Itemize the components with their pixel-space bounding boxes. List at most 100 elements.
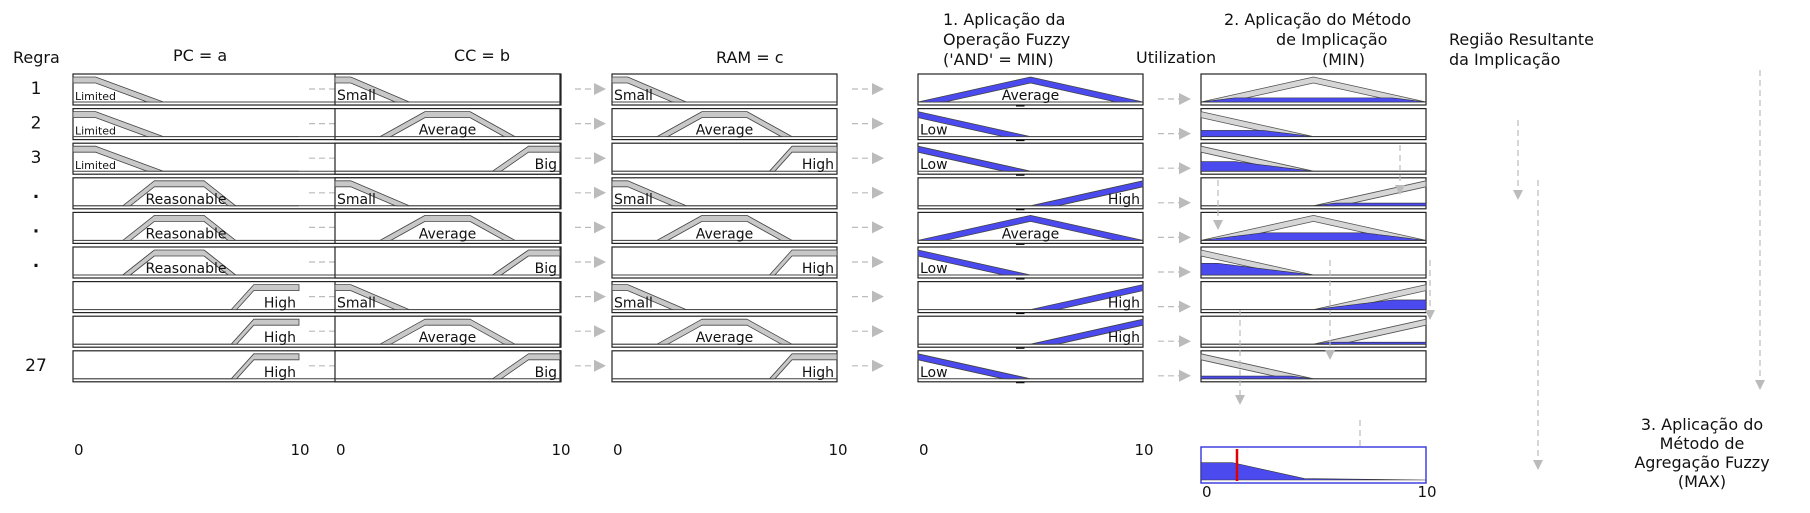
utilization-mf-shape [917,353,1143,380]
ram-mf-label: Average [696,226,754,242]
utilization-mf-shape [917,145,1143,172]
header-step2-line: (MIN) [1322,50,1365,69]
cc-mf-label: Small [337,296,376,312]
region-clipped-area [1200,263,1426,276]
rule-number: 2 [31,114,42,134]
header-ram: RAM = c [716,48,784,67]
cc-mf-label: Small [337,88,376,104]
implication-arrow-head [1179,335,1191,348]
pc-mf-shape [72,145,299,172]
utilization-mf-label: High [1108,192,1140,208]
utilization-mf-shape [917,214,1144,241]
region-clipped-area [1200,130,1426,137]
aggregation-arrow-head [1755,380,1765,390]
aggregation-arrow-head [1325,350,1335,360]
ram-mf-shape [612,318,837,345]
pc-mf-shape [73,249,299,276]
implication-arrow-head [1179,127,1191,140]
cc-mf-label: Big [535,365,557,381]
cc-mf-shape [335,111,560,137]
utilization-mf-label: High [1108,330,1140,346]
cc-mf-label: Average [419,226,477,242]
ram-mf-shape [612,249,838,276]
header-step1-line: ('AND' = MIN) [943,50,1054,69]
aggregation-area [1200,462,1427,481]
utilization-mf-label: Low [920,261,948,277]
cc-to-ram-arrow-head [594,117,606,130]
cc-to-ram-arrow-head [594,290,606,303]
pc-mf-shape [73,180,299,207]
rule-number: . [33,183,39,203]
header-step1-line: Operação Fuzzy [943,30,1070,49]
region-clipped-area [1201,202,1427,207]
rule-number: 3 [31,148,42,168]
ram-to-min-arrow-head [872,152,884,165]
region-clipped-area [1200,375,1426,380]
pc-mf-label: High [264,330,296,346]
axis-max-label: 10 [828,441,847,459]
cc-mf-label: Average [419,123,477,139]
axis-max-label: 10 [1134,441,1153,459]
aggregation-arrow-head [1213,220,1223,230]
pc-mf-label: Reasonable [146,192,227,208]
pc-mf-label: Limited [75,90,116,103]
ram-to-min-arrow-head [872,117,884,130]
pc-mf-shape [72,111,299,137]
cc-to-ram-arrow-head [594,256,606,268]
cc-mf-box [334,211,561,244]
header-cc: CC = b [454,46,510,65]
ram-to-min-arrow-head [872,83,884,95]
ram-mf-label: Average [696,330,754,346]
region-clipped-area [1200,232,1427,241]
region-clipped-area [1201,341,1427,345]
ram-mf-shape [612,215,837,241]
header-step2-line: de Implicação [1276,30,1387,49]
pc-mf-label: Reasonable [146,261,227,277]
header-step3-line: Método de [1660,434,1745,453]
cc-mf-label: Average [419,330,477,346]
utilization-mf-label: Average [1002,226,1060,242]
cc-to-ram-arrow-head [594,359,606,372]
rule-number: 27 [25,356,47,376]
ram-mf-label: Small [614,296,653,312]
ram-to-min-arrow-head [872,290,884,303]
pc-mf-shape [72,76,299,103]
axis-min-label: 0 [74,441,84,459]
utilization-mf-shape [917,76,1144,103]
header-utilization: Utilization [1136,48,1216,67]
axis-min-label: 0 [919,441,929,459]
ram-mf-shape [612,145,838,172]
axis-max-label: 10 [290,441,309,459]
cc-mf-box [334,350,561,383]
ram-to-min-arrow-head [872,221,884,234]
pc-mf-shape [73,284,300,310]
header-rule: Regra [13,48,60,67]
aggregation-arrow-head [1533,460,1543,470]
cc-mf-box [334,246,561,279]
implication-arrow-head [1179,300,1191,313]
pc-mf-shape [73,353,300,380]
region-clipped-area [1200,97,1427,103]
cc-to-ram-arrow-head [594,325,606,338]
cc-mf-shape [335,145,561,172]
ram-to-min-arrow-head [872,186,884,199]
header-step2-line: 2. Aplicação do Método [1224,10,1411,29]
cc-to-ram-arrow-head [594,152,606,165]
axis-min-label: 0 [1202,483,1212,501]
utilization-mf-shape [917,249,1143,276]
cc-mf-label: Big [535,157,557,173]
axis-min-label: 0 [336,441,346,459]
pc-mf-label: Limited [75,125,116,138]
implication-arrow-head [1179,93,1191,105]
axis-max-label: 10 [1417,483,1436,501]
pc-mf-label: High [264,296,296,312]
ram-mf-shape [611,76,837,103]
ram-mf-label: Small [614,192,653,208]
header-region-line: da Implicação [1449,50,1560,69]
implication-arrow-head [1179,369,1191,382]
region-clipped-area [1200,161,1426,172]
ram-mf-shape [611,180,837,207]
header-step3-line: (MAX) [1678,472,1726,491]
pc-mf-label: Reasonable [146,226,227,242]
